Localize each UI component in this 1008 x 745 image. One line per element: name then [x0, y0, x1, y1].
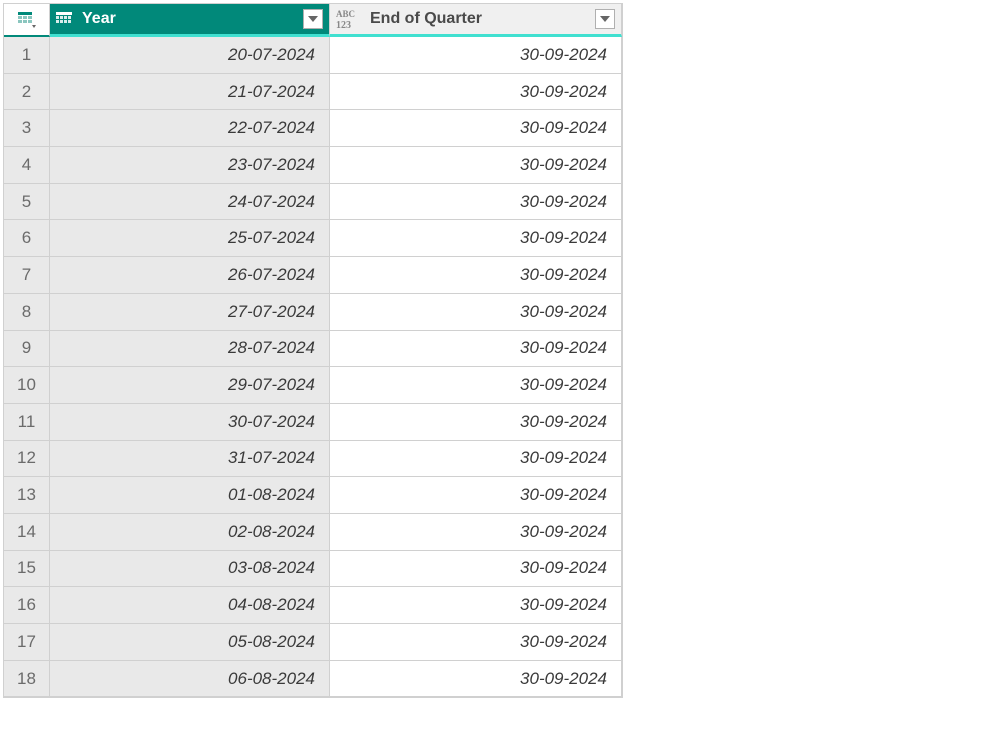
cell-end-of-quarter[interactable]: 30-09-2024	[330, 661, 622, 698]
table-row[interactable]: 524-07-202430-09-2024	[4, 184, 622, 221]
cell-end-of-quarter[interactable]: 30-09-2024	[330, 624, 622, 661]
cell-year[interactable]: 21-07-2024	[50, 74, 330, 111]
cell-year[interactable]: 03-08-2024	[50, 551, 330, 588]
table-header-row: Year ABC 123 End of Quarter	[4, 4, 622, 37]
table-icon	[18, 12, 36, 28]
data-table: Year ABC 123 End of Quarter 120-07-20243…	[3, 3, 623, 698]
row-number-cell[interactable]: 12	[4, 441, 50, 478]
svg-text:ABC: ABC	[336, 9, 355, 19]
column-header-year[interactable]: Year	[50, 4, 330, 37]
cell-end-of-quarter[interactable]: 30-09-2024	[330, 184, 622, 221]
cell-end-of-quarter[interactable]: 30-09-2024	[330, 147, 622, 184]
cell-year[interactable]: 28-07-2024	[50, 331, 330, 368]
cell-year[interactable]: 02-08-2024	[50, 514, 330, 551]
row-number-cell[interactable]: 1	[4, 37, 50, 74]
cell-end-of-quarter[interactable]: 30-09-2024	[330, 587, 622, 624]
column-filter-dropdown[interactable]	[303, 9, 323, 29]
cell-year[interactable]: 04-08-2024	[50, 587, 330, 624]
cell-end-of-quarter[interactable]: 30-09-2024	[330, 551, 622, 588]
row-number-cell[interactable]: 17	[4, 624, 50, 661]
cell-end-of-quarter[interactable]: 30-09-2024	[330, 404, 622, 441]
cell-year[interactable]: 29-07-2024	[50, 367, 330, 404]
cell-end-of-quarter[interactable]: 30-09-2024	[330, 257, 622, 294]
table-row[interactable]: 928-07-202430-09-2024	[4, 331, 622, 368]
row-number-cell[interactable]: 13	[4, 477, 50, 514]
cell-year[interactable]: 30-07-2024	[50, 404, 330, 441]
cell-year[interactable]: 01-08-2024	[50, 477, 330, 514]
table-row[interactable]: 1604-08-202430-09-2024	[4, 587, 622, 624]
row-number-cell[interactable]: 15	[4, 551, 50, 588]
column-label: Year	[82, 10, 303, 28]
select-all-corner[interactable]	[4, 4, 50, 37]
cell-year[interactable]: 06-08-2024	[50, 661, 330, 698]
table-row[interactable]: 1130-07-202430-09-2024	[4, 404, 622, 441]
row-number-cell[interactable]: 4	[4, 147, 50, 184]
row-number-cell[interactable]: 18	[4, 661, 50, 698]
row-number-cell[interactable]: 6	[4, 220, 50, 257]
column-label: End of Quarter	[370, 10, 595, 28]
table-row[interactable]: 423-07-202430-09-2024	[4, 147, 622, 184]
cell-year[interactable]: 31-07-2024	[50, 441, 330, 478]
row-number-cell[interactable]: 7	[4, 257, 50, 294]
cell-end-of-quarter[interactable]: 30-09-2024	[330, 294, 622, 331]
row-number-cell[interactable]: 11	[4, 404, 50, 441]
table-row[interactable]: 625-07-202430-09-2024	[4, 220, 622, 257]
table-row[interactable]: 1301-08-202430-09-2024	[4, 477, 622, 514]
table-row[interactable]: 1705-08-202430-09-2024	[4, 624, 622, 661]
row-number-cell[interactable]: 2	[4, 74, 50, 111]
cell-year[interactable]: 27-07-2024	[50, 294, 330, 331]
cell-year[interactable]: 05-08-2024	[50, 624, 330, 661]
row-number-cell[interactable]: 16	[4, 587, 50, 624]
cell-end-of-quarter[interactable]: 30-09-2024	[330, 74, 622, 111]
table-row[interactable]: 1503-08-202430-09-2024	[4, 551, 622, 588]
cell-year[interactable]: 25-07-2024	[50, 220, 330, 257]
table-row[interactable]: 1231-07-202430-09-2024	[4, 441, 622, 478]
cell-end-of-quarter[interactable]: 30-09-2024	[330, 331, 622, 368]
cell-year[interactable]: 20-07-2024	[50, 37, 330, 74]
cell-year[interactable]: 23-07-2024	[50, 147, 330, 184]
cell-end-of-quarter[interactable]: 30-09-2024	[330, 110, 622, 147]
abc123-type-icon: ABC 123	[336, 8, 362, 30]
table-row[interactable]: 120-07-202430-09-2024	[4, 37, 622, 74]
cell-end-of-quarter[interactable]: 30-09-2024	[330, 367, 622, 404]
column-filter-dropdown[interactable]	[595, 9, 615, 29]
table-row[interactable]: 1402-08-202430-09-2024	[4, 514, 622, 551]
row-number-cell[interactable]: 8	[4, 294, 50, 331]
table-row[interactable]: 322-07-202430-09-2024	[4, 110, 622, 147]
cell-year[interactable]: 22-07-2024	[50, 110, 330, 147]
cell-end-of-quarter[interactable]: 30-09-2024	[330, 220, 622, 257]
row-number-cell[interactable]: 5	[4, 184, 50, 221]
cell-end-of-quarter[interactable]: 30-09-2024	[330, 37, 622, 74]
cell-end-of-quarter[interactable]: 30-09-2024	[330, 441, 622, 478]
table-row[interactable]: 1029-07-202430-09-2024	[4, 367, 622, 404]
table-row[interactable]: 1806-08-202430-09-2024	[4, 661, 622, 698]
table-row[interactable]: 827-07-202430-09-2024	[4, 294, 622, 331]
cell-year[interactable]: 26-07-2024	[50, 257, 330, 294]
cell-end-of-quarter[interactable]: 30-09-2024	[330, 477, 622, 514]
svg-text:123: 123	[336, 20, 351, 30]
row-number-cell[interactable]: 3	[4, 110, 50, 147]
table-row[interactable]: 726-07-202430-09-2024	[4, 257, 622, 294]
column-header-end-of-quarter[interactable]: ABC 123 End of Quarter	[330, 4, 622, 37]
table-row[interactable]: 221-07-202430-09-2024	[4, 74, 622, 111]
cell-end-of-quarter[interactable]: 30-09-2024	[330, 514, 622, 551]
row-number-cell[interactable]: 14	[4, 514, 50, 551]
cell-year[interactable]: 24-07-2024	[50, 184, 330, 221]
row-number-cell[interactable]: 9	[4, 331, 50, 368]
row-number-cell[interactable]: 10	[4, 367, 50, 404]
date-type-icon	[56, 11, 74, 27]
